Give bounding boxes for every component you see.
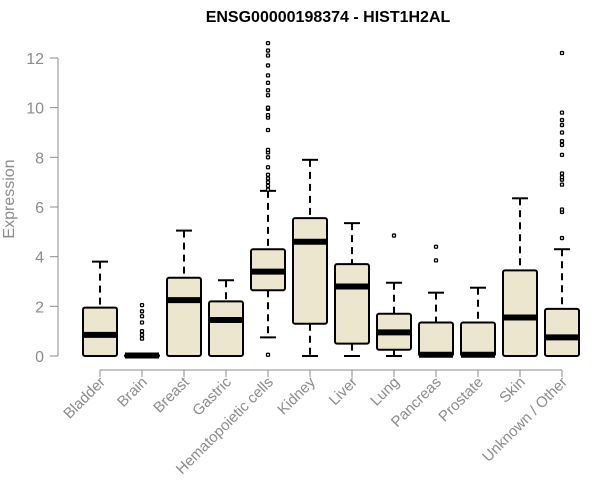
outlier-point [559, 142, 565, 148]
x-tick-label: Prostate [435, 374, 487, 426]
outlier-point [559, 235, 565, 241]
box-iqr [82, 306, 118, 358]
outlier-point [265, 176, 271, 181]
outlier-point [265, 155, 271, 160]
box-series [82, 40, 580, 359]
x-tick-label: Breast [150, 373, 193, 416]
y-tick-label: 8 [35, 150, 44, 167]
outlier-point [139, 314, 145, 319]
outlier-point [265, 80, 271, 85]
outlier-point [265, 40, 271, 46]
box-skin [502, 197, 538, 358]
box-pancreas [418, 244, 454, 358]
outlier-point [559, 171, 565, 176]
outlier-point [265, 180, 271, 185]
outlier-point [265, 112, 271, 118]
outlier-point [265, 352, 271, 357]
box-iqr [502, 269, 538, 358]
box-hematopoietic-cells [250, 40, 286, 357]
outlier-point [433, 258, 439, 263]
outlier-point [139, 320, 145, 325]
y-tick-label: 2 [35, 299, 44, 316]
outlier-point [265, 127, 271, 133]
axes: 0 2 4 6 8 10 12 [26, 51, 563, 377]
box-iqr [418, 321, 454, 358]
outlier-point [139, 336, 145, 341]
outlier-point [265, 53, 271, 58]
outlier-point [265, 172, 271, 177]
x-tick-label: Brain [114, 374, 151, 411]
y-tick-label: 12 [26, 51, 44, 68]
box-iqr [460, 321, 496, 358]
box-kidney [292, 158, 328, 357]
outlier-point [265, 88, 271, 93]
x-tick-label: Kidney [274, 373, 319, 418]
box-unknown-other [544, 50, 580, 358]
chart-title: ENSG00000198374 - HIST1H2AL [206, 9, 451, 26]
outlier-point [391, 233, 397, 238]
outlier-point [559, 50, 565, 56]
outlier-point [265, 93, 271, 98]
box-bladder [82, 260, 118, 358]
box-prostate [460, 286, 496, 358]
box-iqr [292, 217, 328, 325]
outlier-point [559, 139, 565, 144]
outlier-point [433, 244, 439, 249]
box-breast [166, 229, 202, 357]
outlier-point [559, 175, 565, 180]
box-gastric [208, 279, 244, 358]
outlier-point [559, 152, 565, 158]
outlier-point [559, 110, 565, 115]
outlier-point [559, 117, 565, 123]
outlier-point [559, 207, 565, 212]
outlier-point [559, 182, 565, 187]
y-tick-label: 0 [35, 349, 44, 366]
x-tick-label: Skin [496, 374, 529, 407]
outlier-point [265, 165, 271, 170]
outlier-point [139, 302, 145, 308]
y-tick-label: 6 [35, 200, 44, 217]
outlier-point [265, 187, 271, 192]
y-axis-label: Expression [1, 159, 18, 238]
outlier-point [139, 309, 145, 314]
box-iqr [208, 300, 244, 358]
outlier-point [559, 130, 565, 135]
outlier-point [265, 147, 271, 153]
y-tick-label: 10 [26, 101, 44, 118]
box-iqr [544, 307, 580, 358]
outlier-point [265, 48, 271, 53]
box-brain [124, 302, 160, 359]
outlier-point [265, 183, 271, 189]
outlier-point [265, 73, 271, 78]
box-iqr [166, 276, 202, 357]
outlier-point [265, 105, 271, 110]
x-tick-label: Bladder [60, 374, 109, 423]
outlier-point [559, 122, 565, 128]
box-liver [334, 222, 370, 357]
x-tick-label: Lung [367, 374, 403, 410]
box-lung [376, 233, 412, 357]
x-tick-label: Liver [326, 374, 361, 409]
outlier-point [265, 63, 271, 68]
outlier-point [139, 329, 145, 334]
outlier-point [139, 332, 145, 338]
y-tick-label: 4 [35, 250, 44, 267]
box-iqr [334, 263, 370, 345]
